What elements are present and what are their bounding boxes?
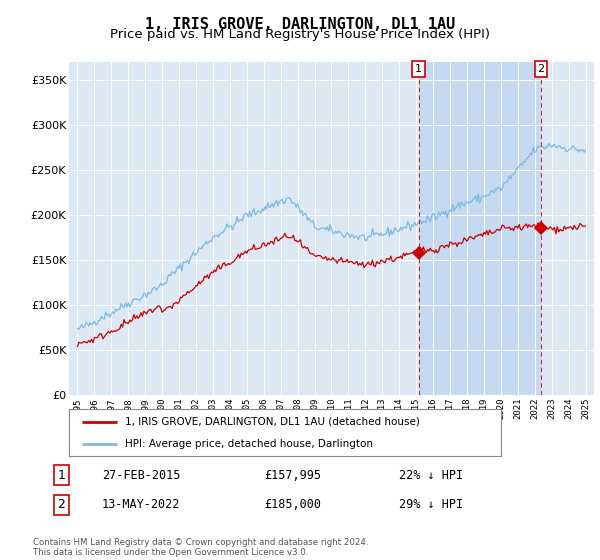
Text: 1: 1	[415, 64, 422, 74]
Text: £185,000: £185,000	[264, 498, 321, 511]
Bar	[419, 62, 541, 395]
Text: £157,995: £157,995	[264, 469, 321, 482]
Text: 29% ↓ HPI: 29% ↓ HPI	[399, 498, 463, 511]
Text: 1, IRIS GROVE, DARLINGTON, DL1 1AU: 1, IRIS GROVE, DARLINGTON, DL1 1AU	[145, 17, 455, 32]
Text: Contains HM Land Registry data © Crown copyright and database right 2024.
This d: Contains HM Land Registry data © Crown c…	[33, 538, 368, 557]
Text: 1: 1	[58, 469, 65, 482]
Text: 13-MAY-2022: 13-MAY-2022	[102, 498, 181, 511]
Text: 1, IRIS GROVE, DARLINGTON, DL1 1AU (detached house): 1, IRIS GROVE, DARLINGTON, DL1 1AU (deta…	[125, 417, 420, 427]
Text: 27-FEB-2015: 27-FEB-2015	[102, 469, 181, 482]
Text: 22% ↓ HPI: 22% ↓ HPI	[399, 469, 463, 482]
Text: 2: 2	[58, 498, 65, 511]
Text: 2: 2	[538, 64, 545, 74]
Text: Price paid vs. HM Land Registry's House Price Index (HPI): Price paid vs. HM Land Registry's House …	[110, 28, 490, 41]
Text: HPI: Average price, detached house, Darlington: HPI: Average price, detached house, Darl…	[125, 438, 373, 449]
